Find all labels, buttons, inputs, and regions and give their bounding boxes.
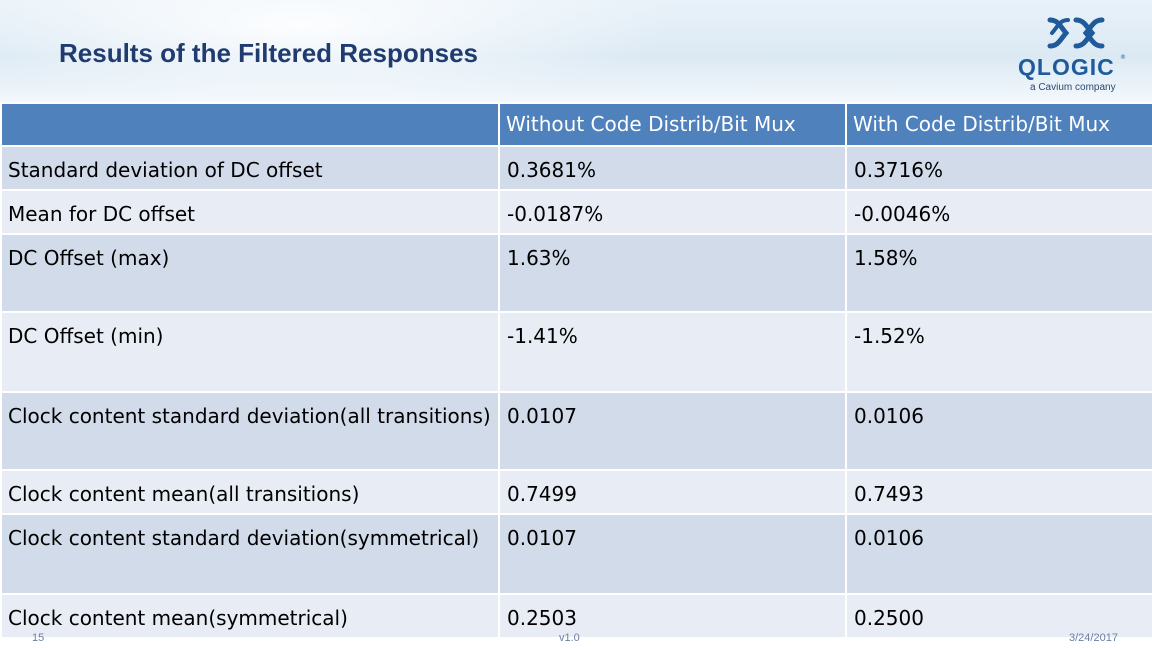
column-header-metric [0, 102, 500, 147]
with-value: 0.0106 [845, 391, 1152, 471]
date-label: 3/24/2017 [1069, 632, 1118, 644]
logo-tagline: a Cavium company [1030, 82, 1116, 93]
metric-label: DC Offset (min) [0, 311, 500, 393]
without-value: 0.0107 [498, 391, 847, 471]
logo-wordmark: QLOGIC [1018, 54, 1115, 80]
with-value: 0.7493 [845, 469, 1152, 515]
table-row: Clock content standard deviation(all tra… [0, 391, 1152, 471]
without-value: 0.0107 [498, 513, 847, 595]
table-row: Standard deviation of DC offset 0.3681% … [0, 145, 1152, 191]
without-value: 0.3681% [498, 145, 847, 191]
qlogic-logo: QLOGIC ® a Cavium company [1012, 14, 1132, 96]
without-value: 0.7499 [498, 469, 847, 515]
metric-label: Clock content mean(symmetrical) [0, 593, 500, 639]
with-value: 0.2500 [845, 593, 1152, 639]
with-value: -0.0046% [845, 189, 1152, 235]
header-glow [0, 0, 680, 102]
slide-header-band [0, 0, 1152, 102]
with-value: -1.52% [845, 311, 1152, 393]
version-label: v1.0 [559, 632, 580, 644]
with-value: 0.3716% [845, 145, 1152, 191]
table-row: Clock content standard deviation(symmetr… [0, 513, 1152, 595]
column-header-without: Without Code Distrib/Bit Mux [498, 102, 847, 147]
qlogic-mark-icon [1047, 17, 1105, 49]
metric-label: Clock content mean(all transitions) [0, 469, 500, 515]
without-value: 0.2503 [498, 593, 847, 639]
metric-label: Clock content standard deviation(all tra… [0, 391, 500, 471]
metric-label: Standard deviation of DC offset [0, 145, 500, 191]
table-row: DC Offset (min) -1.41% -1.52% [0, 311, 1152, 393]
metric-label: Clock content standard deviation(symmetr… [0, 513, 500, 595]
logo-registered-mark: ® [1120, 54, 1126, 61]
with-value: 0.0106 [845, 513, 1152, 595]
table-row: Clock content mean(symmetrical) 0.2503 0… [0, 593, 1152, 639]
without-value: -0.0187% [498, 189, 847, 235]
metric-label: DC Offset (max) [0, 233, 500, 313]
table-header-row: Without Code Distrib/Bit Mux With Code D… [0, 102, 1152, 147]
without-value: 1.63% [498, 233, 847, 313]
page-number: 15 [32, 632, 45, 644]
table-row: DC Offset (max) 1.63% 1.58% [0, 233, 1152, 313]
table-row: Clock content mean(all transitions) 0.74… [0, 469, 1152, 515]
results-table: Without Code Distrib/Bit Mux With Code D… [0, 102, 1152, 639]
metric-label: Mean for DC offset [0, 189, 500, 235]
without-value: -1.41% [498, 311, 847, 393]
slide-title: Results of the Filtered Responses [59, 38, 478, 68]
table-row: Mean for DC offset -0.0187% -0.0046% [0, 189, 1152, 235]
with-value: 1.58% [845, 233, 1152, 313]
column-header-with: With Code Distrib/Bit Mux [845, 102, 1152, 147]
